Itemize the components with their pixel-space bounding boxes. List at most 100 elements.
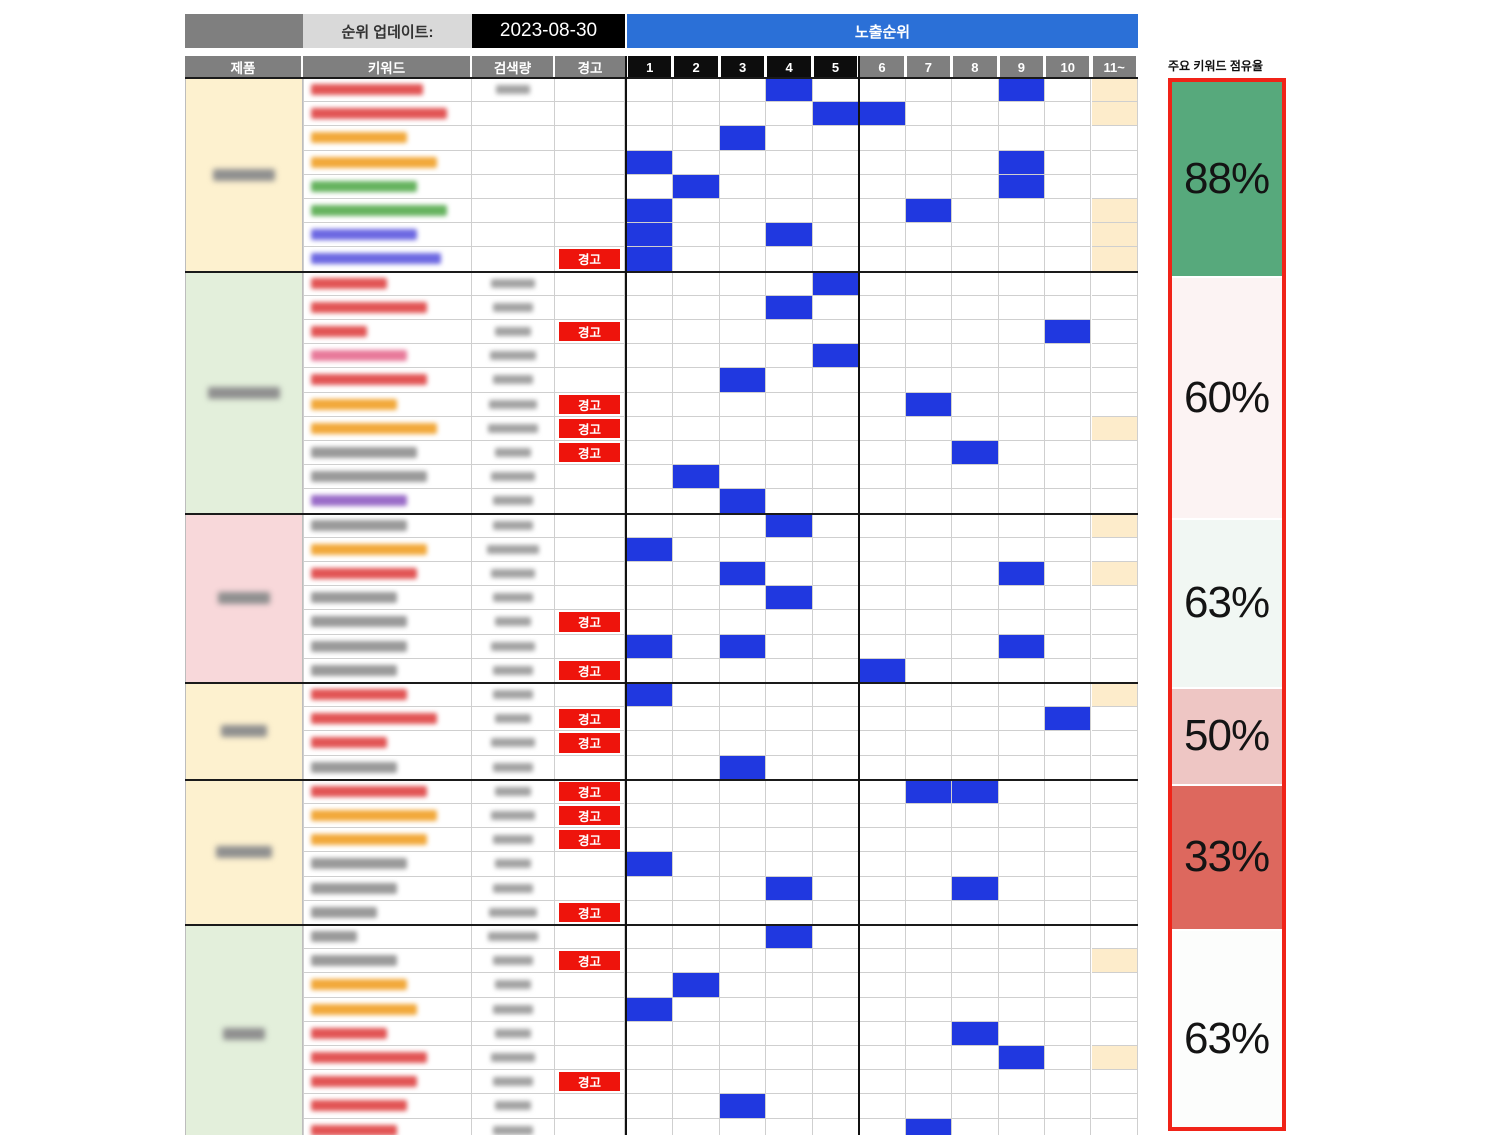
rank-cell-7[interactable]: [905, 852, 953, 877]
rank-cell-5[interactable]: [812, 1118, 860, 1135]
rank-cell-1[interactable]: [627, 199, 674, 224]
rank-header-10[interactable]: 10: [1046, 56, 1090, 78]
rank-cell-6[interactable]: [859, 755, 906, 780]
rank-cell-3[interactable]: [719, 900, 767, 925]
rank-cell-10[interactable]: [1045, 755, 1092, 780]
product-cell[interactable]: [185, 779, 303, 925]
rank-cell-1[interactable]: [627, 465, 674, 490]
rank-cell-11~[interactable]: [1091, 658, 1138, 683]
warning-cell[interactable]: [555, 876, 625, 901]
volume-cell[interactable]: [472, 247, 555, 272]
rank-header-4[interactable]: 4: [767, 56, 811, 78]
rank-cell-5[interactable]: [812, 344, 860, 369]
rank-cell-5[interactable]: [812, 150, 860, 175]
rank-cell-3[interactable]: [719, 126, 767, 151]
rank-cell-1[interactable]: [627, 1118, 674, 1135]
rank-cell-4[interactable]: [766, 416, 813, 441]
rank-header-7[interactable]: 7: [906, 56, 951, 78]
keyword-cell[interactable]: [303, 126, 472, 151]
volume-cell[interactable]: [472, 973, 555, 998]
rank-cell-5[interactable]: [812, 465, 860, 490]
rank-cell-7[interactable]: [905, 828, 953, 853]
rank-cell-1[interactable]: [627, 392, 674, 417]
warning-cell[interactable]: [555, 78, 625, 103]
rank-cell-5[interactable]: [812, 126, 860, 151]
rank-cell-1[interactable]: [627, 126, 674, 151]
rank-cell-8[interactable]: [952, 828, 999, 853]
rank-cell-5[interactable]: [812, 610, 860, 635]
volume-cell[interactable]: [472, 562, 555, 587]
rank-cell-7[interactable]: [905, 755, 953, 780]
rank-cell-9[interactable]: [998, 126, 1046, 151]
rank-cell-1[interactable]: [627, 779, 674, 804]
rank-cell-3[interactable]: [719, 610, 767, 635]
rank-cell-2[interactable]: [673, 537, 720, 562]
rank-cell-1[interactable]: [627, 973, 674, 998]
rank-cell-9[interactable]: [998, 489, 1046, 514]
rank-cell-9[interactable]: [998, 150, 1046, 175]
rank-cell-3[interactable]: [719, 223, 767, 248]
keyword-cell[interactable]: [303, 997, 472, 1022]
warning-cell[interactable]: [555, 465, 625, 490]
volume-cell[interactable]: [472, 271, 555, 296]
rank-cell-10[interactable]: [1045, 900, 1092, 925]
rank-cell-10[interactable]: [1045, 295, 1092, 320]
rank-cell-7[interactable]: [905, 465, 953, 490]
rank-cell-6[interactable]: [859, 126, 906, 151]
rank-cell-7[interactable]: [905, 513, 953, 538]
rank-cell-1[interactable]: [627, 247, 674, 272]
rank-cell-1[interactable]: [627, 900, 674, 925]
rank-cell-7[interactable]: [905, 900, 953, 925]
rank-cell-11~[interactable]: [1091, 271, 1138, 296]
rank-cell-4[interactable]: [766, 707, 813, 732]
rank-cell-6[interactable]: [859, 1021, 906, 1046]
warning-cell[interactable]: 경고: [555, 731, 625, 756]
rank-cell-8[interactable]: [952, 707, 999, 732]
warning-cell[interactable]: 경고: [555, 658, 625, 683]
rank-cell-1[interactable]: [627, 441, 674, 466]
rank-cell-4[interactable]: [766, 295, 813, 320]
rank-header-6[interactable]: 6: [860, 56, 904, 78]
rank-cell-4[interactable]: [766, 126, 813, 151]
rank-cell-8[interactable]: [952, 174, 999, 199]
rank-cell-7[interactable]: [905, 731, 953, 756]
rank-cell-1[interactable]: [627, 610, 674, 635]
rank-cell-5[interactable]: [812, 174, 860, 199]
keyword-cell[interactable]: [303, 1070, 472, 1095]
rank-cell-2[interactable]: [673, 223, 720, 248]
rank-cell-10[interactable]: [1045, 658, 1092, 683]
rank-cell-11~[interactable]: [1091, 804, 1138, 829]
rank-cell-6[interactable]: [859, 513, 906, 538]
rank-cell-10[interactable]: [1045, 174, 1092, 199]
rank-cell-10[interactable]: [1045, 513, 1092, 538]
rank-cell-2[interactable]: [673, 876, 720, 901]
rank-cell-11~[interactable]: [1091, 755, 1138, 780]
rank-cell-5[interactable]: [812, 707, 860, 732]
rank-cell-5[interactable]: [812, 925, 860, 950]
keyword-cell[interactable]: [303, 102, 472, 127]
warning-cell[interactable]: 경고: [555, 247, 625, 272]
rank-cell-10[interactable]: [1045, 852, 1092, 877]
rank-cell-3[interactable]: [719, 707, 767, 732]
rank-cell-11~[interactable]: [1091, 731, 1138, 756]
rank-cell-6[interactable]: [859, 368, 906, 393]
rank-cell-11~[interactable]: [1091, 828, 1138, 853]
rank-cell-10[interactable]: [1045, 586, 1092, 611]
rank-cell-10[interactable]: [1045, 562, 1092, 587]
rank-cell-4[interactable]: [766, 779, 813, 804]
rank-cell-11~[interactable]: [1091, 949, 1138, 974]
rank-cell-4[interactable]: [766, 1070, 813, 1095]
rank-cell-10[interactable]: [1045, 537, 1092, 562]
rank-cell-9[interactable]: [998, 828, 1046, 853]
rank-cell-11~[interactable]: [1091, 634, 1138, 659]
rank-cell-11~[interactable]: [1091, 489, 1138, 514]
rank-cell-3[interactable]: [719, 1046, 767, 1071]
rank-cell-10[interactable]: [1045, 392, 1092, 417]
rank-cell-1[interactable]: [627, 852, 674, 877]
product-cell[interactable]: [185, 271, 303, 514]
rank-cell-10[interactable]: [1045, 828, 1092, 853]
rank-cell-2[interactable]: [673, 925, 720, 950]
rank-cell-3[interactable]: [719, 513, 767, 538]
rank-cell-5[interactable]: [812, 102, 860, 127]
rank-cell-6[interactable]: [859, 949, 906, 974]
